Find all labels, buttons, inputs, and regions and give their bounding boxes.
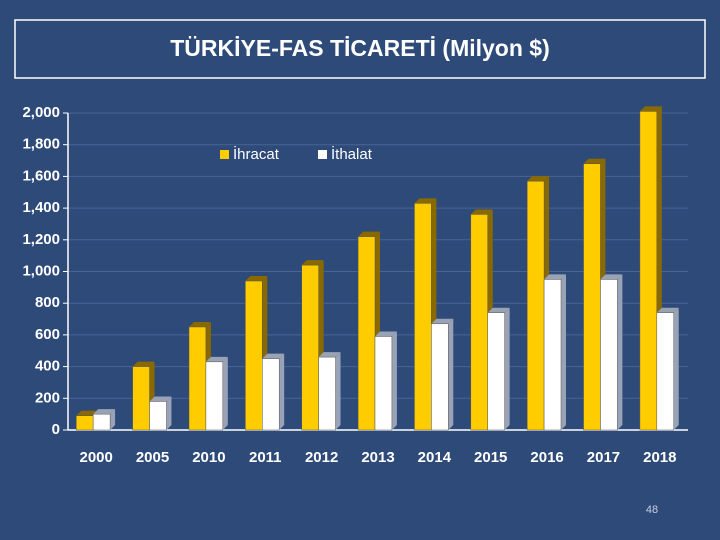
bar xyxy=(92,413,111,431)
x-tick-label: 2005 xyxy=(136,449,169,466)
bar xyxy=(149,401,167,431)
bar xyxy=(357,236,376,431)
x-tick-label: 2018 xyxy=(643,449,676,466)
bar-top xyxy=(656,307,679,313)
bar xyxy=(526,180,545,431)
bar-top xyxy=(301,260,324,266)
bar-side xyxy=(222,356,228,430)
bar xyxy=(656,312,674,431)
y-tick-label: 400 xyxy=(35,358,60,375)
bar-top xyxy=(487,307,510,313)
y-tick-label: 1,200 xyxy=(22,231,60,248)
bar-top xyxy=(318,352,341,358)
y-tick-label: 1,800 xyxy=(22,136,60,153)
y-tick-label: 200 xyxy=(35,389,60,406)
y-tick-label: 2,000 xyxy=(22,104,60,121)
bar-top xyxy=(189,321,211,327)
x-tick-label: 2010 xyxy=(192,449,225,466)
bar xyxy=(245,280,263,431)
bar-side xyxy=(504,307,510,430)
chart-title: TÜRKİYE-FAS TİCARETİ (Milyon $) xyxy=(170,35,550,61)
bar-side xyxy=(561,274,566,430)
bar xyxy=(301,264,319,431)
bar xyxy=(318,356,336,431)
bar-top xyxy=(470,209,493,215)
bar xyxy=(414,203,432,431)
x-tick-label: 2011 xyxy=(249,449,282,466)
bar xyxy=(205,361,224,431)
bar xyxy=(374,336,393,431)
bar-top xyxy=(527,176,550,182)
bar xyxy=(76,415,94,431)
page-number: 48 xyxy=(646,504,658,516)
bar-top xyxy=(245,276,268,282)
bar-top xyxy=(414,198,437,204)
bar-top xyxy=(583,158,606,164)
bar-side xyxy=(335,352,341,430)
y-tick-label: 1,400 xyxy=(22,199,60,216)
bar-side xyxy=(110,409,116,430)
bar-top xyxy=(205,356,228,362)
bar xyxy=(639,111,658,431)
bar-side xyxy=(279,353,285,430)
legend-swatch xyxy=(220,150,229,159)
bar xyxy=(487,312,505,431)
bar xyxy=(262,358,280,431)
bar-side xyxy=(617,274,623,430)
bar xyxy=(543,279,562,431)
bar-top xyxy=(600,274,623,280)
bar-top xyxy=(431,318,454,324)
bar-side xyxy=(448,318,454,430)
bar-top xyxy=(76,410,99,416)
legend-label: İthalat xyxy=(331,145,373,163)
x-tick-label: 2014 xyxy=(418,449,452,466)
y-tick-label: 800 xyxy=(35,294,60,311)
y-tick-label: 600 xyxy=(35,326,60,343)
bar-top xyxy=(544,274,566,280)
x-tick-label: 2013 xyxy=(361,449,394,466)
bar-side xyxy=(673,307,679,430)
bar xyxy=(188,326,207,431)
bar xyxy=(470,214,488,431)
x-tick-label: 2012 xyxy=(305,449,338,466)
y-tick-label: 1,600 xyxy=(22,167,60,184)
bar xyxy=(431,323,449,431)
bar-top xyxy=(149,396,172,402)
x-tick-label: 2017 xyxy=(587,449,620,466)
x-tick-label: 2000 xyxy=(79,449,112,466)
x-tick-label: 2016 xyxy=(530,449,563,466)
bar-side xyxy=(391,331,397,430)
x-tick-label: 2015 xyxy=(474,449,507,466)
title-box xyxy=(14,19,706,79)
bar-top xyxy=(262,353,285,359)
bar xyxy=(583,163,601,431)
bar-side xyxy=(166,396,172,430)
bar-top xyxy=(639,106,662,112)
bar-top xyxy=(358,231,380,237)
bar-top xyxy=(375,331,397,337)
bar xyxy=(600,279,618,431)
y-tick-label: 0 xyxy=(52,421,60,438)
bar-top xyxy=(132,361,155,367)
legend-swatch xyxy=(318,150,327,159)
bar xyxy=(132,366,150,431)
bar-top xyxy=(93,409,116,415)
legend-label: İhracat xyxy=(233,145,280,163)
y-tick-label: 1,000 xyxy=(22,262,60,279)
